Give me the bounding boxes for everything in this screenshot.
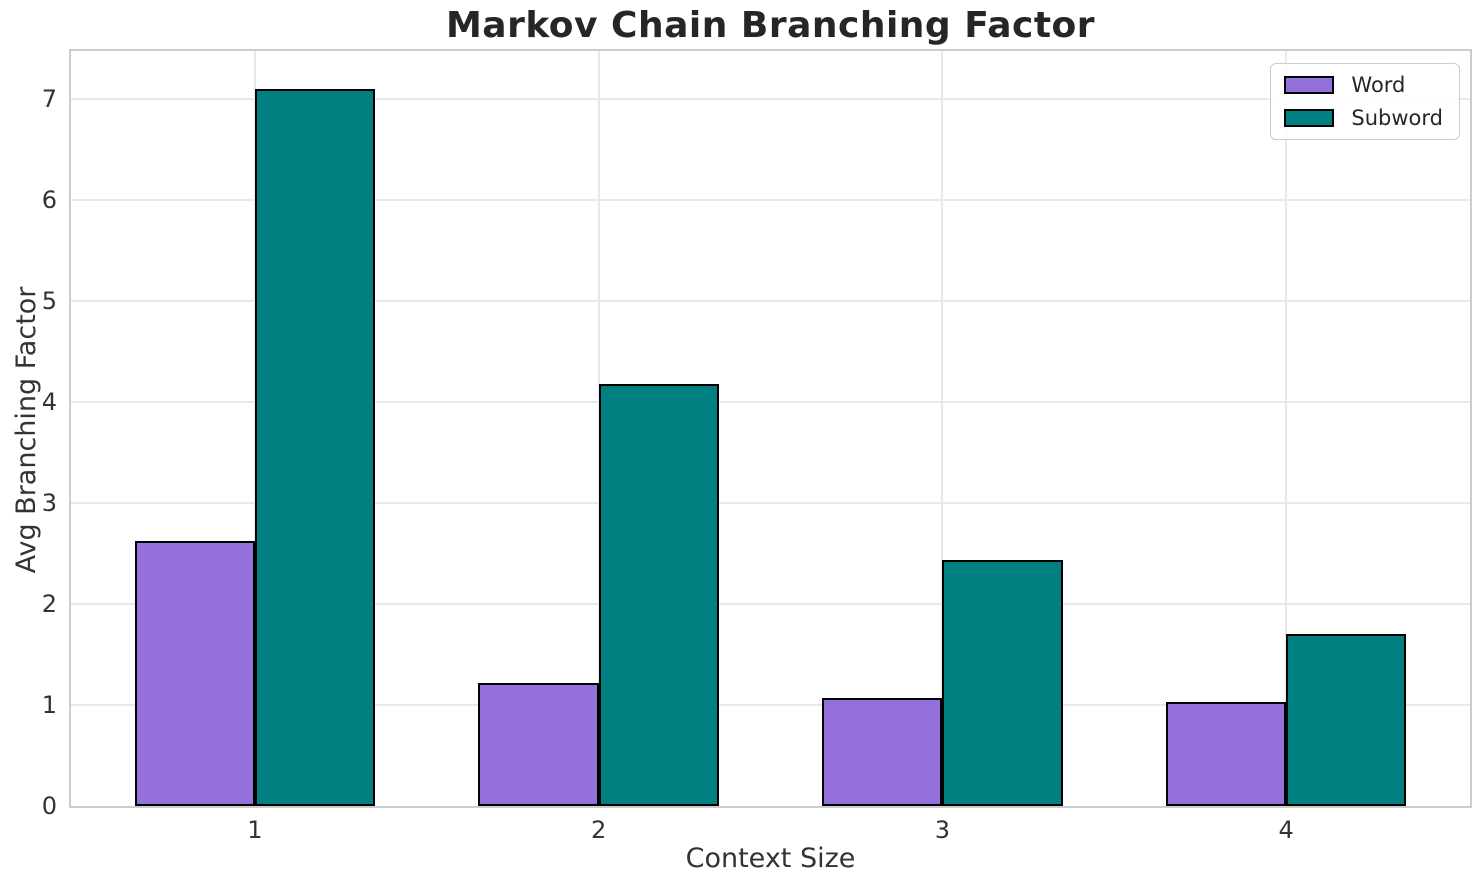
ytick-5: 5 (41, 287, 57, 316)
bar-word-3 (822, 697, 943, 806)
bar-word-2 (478, 682, 599, 806)
gridline-y-5 (71, 300, 1470, 303)
gridline-x-4 (1285, 51, 1288, 806)
gridline-y-6 (71, 199, 1470, 202)
gridline-y-2 (71, 603, 1470, 606)
bar-word-1 (134, 540, 255, 806)
ytick-7: 7 (41, 85, 57, 114)
ytick-1: 1 (41, 691, 57, 720)
bar-subword-2 (598, 384, 719, 806)
x-axis-label: Context Size (685, 843, 856, 874)
ytick-4: 4 (41, 388, 57, 417)
ytick-6: 6 (41, 186, 57, 215)
ytick-2: 2 (41, 590, 57, 619)
xtick-4: 4 (1278, 816, 1294, 844)
plot-area (69, 49, 1472, 808)
chart-title: Markov Chain Branching Factor (445, 5, 1096, 46)
xtick-2: 2 (590, 816, 607, 844)
gridline-y-7 (71, 98, 1470, 101)
xtick-1: 1 (247, 816, 263, 844)
legend-swatch-word (1284, 76, 1335, 94)
legend-swatch-subword (1284, 109, 1335, 127)
ytick-3: 3 (41, 489, 57, 518)
legend-row-subword: Subword (1284, 106, 1443, 130)
ytick-0: 0 (41, 792, 57, 820)
xtick-3: 3 (934, 816, 950, 844)
gridline-y-3 (71, 502, 1470, 505)
bar-word-4 (1165, 702, 1287, 806)
legend-label-subword: Subword (1351, 106, 1443, 130)
bar-subword-4 (1286, 634, 1407, 806)
bar-subword-1 (254, 89, 376, 806)
gridline-y-1 (71, 704, 1470, 707)
gridline-y-4 (71, 401, 1470, 404)
bar-subword-3 (942, 559, 1063, 806)
gridline-x-3 (941, 51, 944, 806)
legend-row-word: Word (1284, 73, 1443, 97)
legend-label-word: Word (1351, 73, 1406, 97)
legend: Word Subword (1270, 63, 1460, 140)
